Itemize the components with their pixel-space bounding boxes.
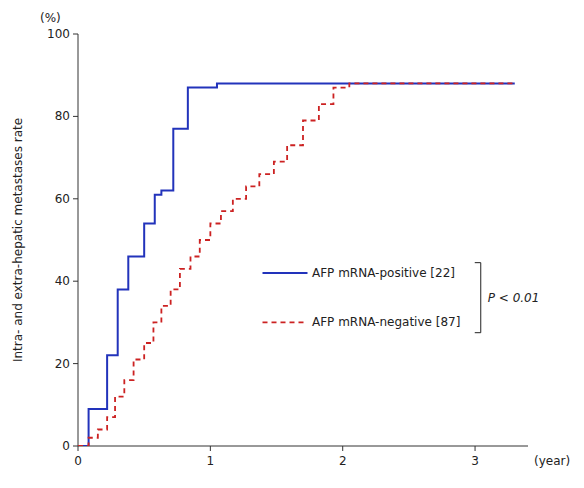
y-tick xyxy=(73,281,78,282)
y-tick xyxy=(73,363,78,364)
x-tick xyxy=(475,446,476,451)
km-curve xyxy=(78,83,515,446)
legend-label: AFP mRNA-negative [87] xyxy=(312,315,460,329)
chart: 0 1 2 3 0 20 40 60 80 100 Intra- and extra-hepatic… xyxy=(0,0,584,488)
x-tick-label: 2 xyxy=(339,454,347,468)
y-tick xyxy=(73,116,78,117)
legend-swatch xyxy=(263,272,308,274)
y-tick-label: 40 xyxy=(55,274,70,288)
y-tick xyxy=(73,198,78,199)
y-tick-label: 20 xyxy=(55,357,70,371)
y-tick xyxy=(73,446,78,447)
x-unit-label: (year) xyxy=(534,454,570,468)
bracket xyxy=(475,263,481,333)
plot-area xyxy=(78,83,515,446)
axes: 0 1 2 3 0 20 40 60 80 100 xyxy=(47,27,528,468)
y-axis-line xyxy=(78,34,79,446)
x-tick xyxy=(210,446,211,451)
y-axis-label: Intra- and extra-hepatic metastases rate xyxy=(11,118,25,362)
x-tick xyxy=(78,446,79,451)
x-tick-label: 3 xyxy=(471,454,479,468)
km-curve xyxy=(78,83,515,446)
y-tick-label: 80 xyxy=(55,109,70,123)
y-unit-label: (%) xyxy=(40,11,61,25)
x-tick-label: 1 xyxy=(207,454,215,468)
legend-swatch xyxy=(263,321,308,323)
y-tick-label: 100 xyxy=(47,27,70,41)
p-value: P < 0.01 xyxy=(488,291,540,305)
legend-label: AFP mRNA-positive [22] xyxy=(312,266,455,280)
y-tick-label: 60 xyxy=(55,192,70,206)
x-tick xyxy=(342,446,343,451)
legend: AFP mRNA-positive [22] AFP mRNA-negative … xyxy=(263,263,540,333)
y-tick-label: 0 xyxy=(62,439,70,453)
y-tick xyxy=(73,34,78,35)
x-axis-line xyxy=(78,446,528,447)
x-tick-label: 0 xyxy=(74,454,82,468)
